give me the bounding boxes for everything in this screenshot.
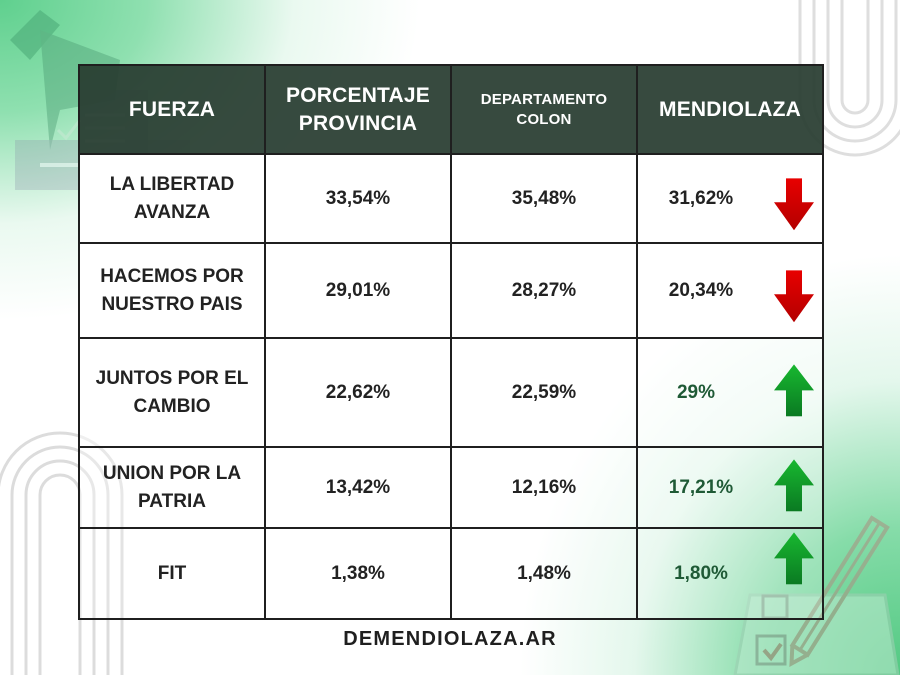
colon-value: 12,16% xyxy=(450,446,638,529)
table-row: HACEMOS POR NUESTRO PAIS 29,01% 28,27% 2… xyxy=(78,242,824,339)
provincia-value: 1,38% xyxy=(264,527,452,620)
table-row: FIT 1,38% 1,48% 1,80% xyxy=(78,527,824,620)
mendiolaza-value: 31,62% xyxy=(668,187,734,209)
provincia-value: 33,54% xyxy=(264,153,452,244)
colon-value: 28,27% xyxy=(450,242,638,339)
colon-value: 22,59% xyxy=(450,337,638,448)
colon-value: 35,48% xyxy=(450,153,638,244)
mendiolaza-cell: 29% xyxy=(636,337,824,448)
mendiolaza-cell: 31,62% xyxy=(636,153,824,244)
provincia-value: 13,42% xyxy=(264,446,452,529)
mendiolaza-cell: 20,34% xyxy=(636,242,824,339)
arrow-up-icon xyxy=(774,363,814,416)
party-name: FIT xyxy=(78,527,266,620)
provincia-value: 29,01% xyxy=(264,242,452,339)
party-name: HACEMOS POR NUESTRO PAIS xyxy=(78,242,266,339)
header-row: FUERZA PORCENTAJE PROVINCIA DEPARTAMENTO… xyxy=(78,64,824,155)
table-row: LA LIBERTAD AVANZA 33,54% 35,48% 31,62% xyxy=(78,153,824,244)
provincia-value: 22,62% xyxy=(264,337,452,448)
arrow-down-icon xyxy=(774,177,814,230)
mendiolaza-cell: 17,21% xyxy=(636,446,824,529)
party-name: LA LIBERTAD AVANZA xyxy=(78,153,266,244)
table-row: UNION POR LA PATRIA 13,42% 12,16% 17,21% xyxy=(78,446,824,529)
arrow-up-icon xyxy=(774,458,814,511)
party-name: UNION POR LA PATRIA xyxy=(78,446,266,529)
arrow-up-icon xyxy=(774,531,814,584)
mendiolaza-value: 20,34% xyxy=(668,279,734,301)
arrow-down-icon xyxy=(774,269,814,322)
colon-value: 1,48% xyxy=(450,527,638,620)
party-name: JUNTOS POR EL CAMBIO xyxy=(78,337,266,448)
mendiolaza-value: 29% xyxy=(676,381,716,403)
mendiolaza-value: 17,21% xyxy=(668,476,734,498)
election-results-table: FUERZA PORCENTAJE PROVINCIA DEPARTAMENTO… xyxy=(78,64,824,620)
header-porcentaje-provincia: PORCENTAJE PROVINCIA xyxy=(264,64,452,155)
website-footer: DEMENDIOLAZA.AR xyxy=(343,628,557,650)
header-fuerza: FUERZA xyxy=(78,64,266,155)
table-row: JUNTOS POR EL CAMBIO 22,62% 22,59% 29% xyxy=(78,337,824,448)
mendiolaza-cell: 1,80% xyxy=(636,527,824,620)
header-departamento-colon: DEPARTAMENTO COLON xyxy=(450,64,638,155)
mendiolaza-value: 1,80% xyxy=(674,562,728,584)
header-mendiolaza: MENDIOLAZA xyxy=(636,64,824,155)
